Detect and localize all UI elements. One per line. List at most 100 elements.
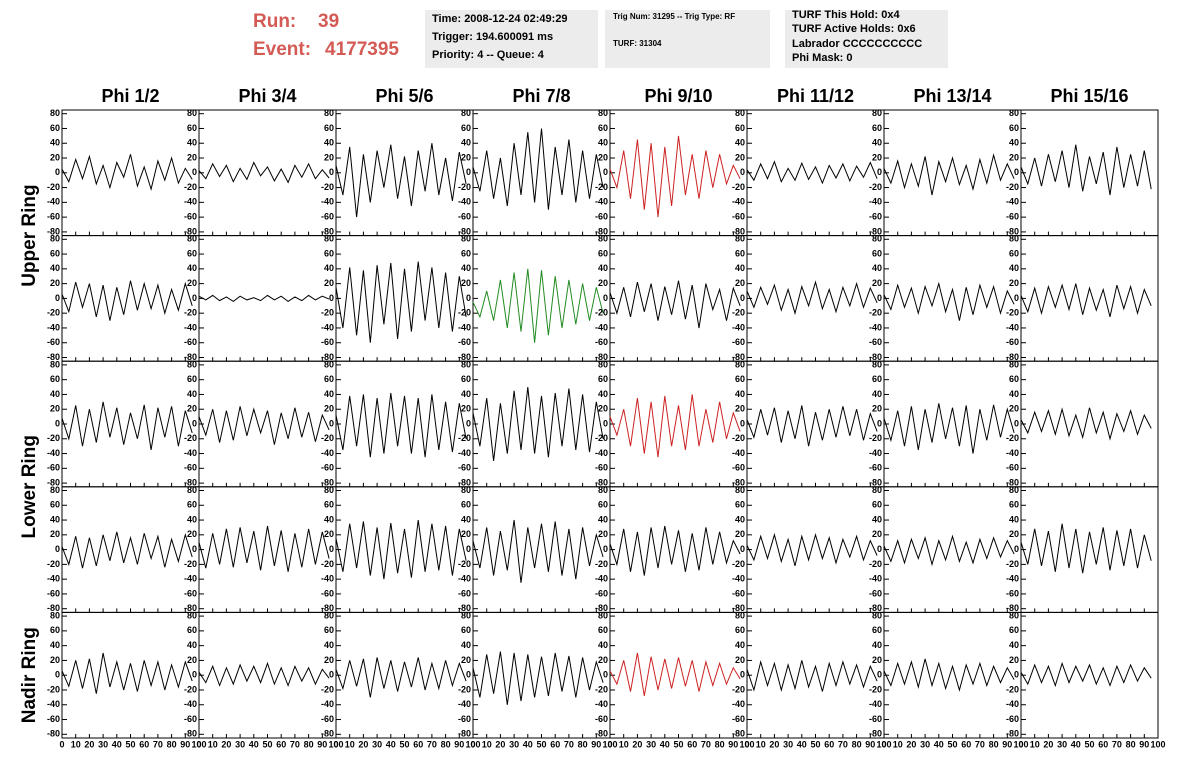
y-tick-label: -60 — [458, 463, 471, 473]
x-tick-label: 90 — [1139, 739, 1149, 749]
info-text: Phi Mask: 0 — [792, 52, 853, 64]
x-tick-label: 90 — [865, 739, 875, 749]
x-tick-label: 40 — [797, 739, 807, 749]
x-tick-label: 70 — [1112, 739, 1122, 749]
y-tick-label: -40 — [869, 699, 882, 709]
y-tick-label: 60 — [1009, 625, 1019, 635]
x-tick-label: 0 — [59, 739, 64, 749]
y-tick-label: 80 — [50, 610, 60, 620]
x-tick-label: 10 — [345, 739, 355, 749]
y-tick-label: -60 — [47, 714, 60, 724]
y-tick-label: -20 — [321, 182, 334, 192]
y-tick-label: -60 — [184, 212, 197, 222]
y-tick-label: -20 — [1006, 559, 1019, 569]
y-tick-label: -20 — [1006, 308, 1019, 318]
x-tick-label: 60 — [961, 739, 971, 749]
y-tick-label: 80 — [1009, 108, 1019, 118]
event-number: 4177395 — [325, 39, 399, 60]
y-tick-label: -20 — [47, 182, 60, 192]
y-tick-label: 20 — [324, 529, 334, 539]
y-tick-label: 40 — [187, 514, 197, 524]
y-tick-label: -20 — [47, 308, 60, 318]
y-tick-label: -80 — [869, 729, 882, 739]
y-tick-label: 0 — [877, 293, 882, 303]
y-tick-label: -80 — [458, 603, 471, 613]
y-tick-label: 80 — [324, 485, 334, 495]
x-tick-label: 100 — [602, 739, 617, 749]
y-tick-label: -20 — [732, 433, 745, 443]
y-tick-label: -40 — [47, 197, 60, 207]
y-tick-label: -40 — [732, 699, 745, 709]
y-tick-label: -60 — [869, 337, 882, 347]
x-tick-label: 100 — [739, 739, 754, 749]
waveform — [883, 534, 1015, 567]
panel-frame — [883, 235, 1022, 362]
y-tick-label: 20 — [324, 404, 334, 414]
y-tick-label: -60 — [321, 463, 334, 473]
y-tick-label: 0 — [877, 670, 882, 680]
y-tick-label: 80 — [598, 108, 608, 118]
x-tick-label: 60 — [550, 739, 560, 749]
y-tick-label: 60 — [324, 123, 334, 133]
x-tick-label: 80 — [304, 739, 314, 749]
run-label: Run: — [253, 11, 296, 32]
waveform — [198, 661, 330, 687]
y-tick-label: -40 — [869, 574, 882, 584]
x-tick-label: 10 — [893, 739, 903, 749]
y-tick-label: 80 — [872, 108, 882, 118]
y-tick-label: 40 — [1009, 514, 1019, 524]
y-tick-label: -40 — [732, 574, 745, 584]
y-tick-label: 0 — [55, 167, 60, 177]
y-tick-label: 20 — [187, 152, 197, 162]
y-tick-label: -20 — [458, 684, 471, 694]
panel-frame — [746, 109, 885, 237]
waveform — [335, 519, 467, 580]
panel-frame — [609, 235, 748, 362]
waveform — [61, 652, 193, 694]
waveform — [883, 658, 1015, 692]
y-tick-label: -20 — [1006, 684, 1019, 694]
y-tick-label: 60 — [872, 248, 882, 258]
y-tick-label: 60 — [461, 625, 471, 635]
waveform — [746, 659, 878, 692]
y-tick-label: 0 — [55, 670, 60, 680]
y-tick-label: 20 — [1009, 152, 1019, 162]
y-tick-label: 80 — [1009, 234, 1019, 244]
y-tick-label: 60 — [461, 500, 471, 510]
y-tick-label: 40 — [50, 263, 60, 273]
y-tick-label: -20 — [595, 684, 608, 694]
y-tick-label: -20 — [184, 559, 197, 569]
x-tick-label: 100 — [876, 739, 891, 749]
y-tick-label: 0 — [740, 418, 745, 428]
waveform — [335, 261, 467, 343]
y-tick-label: 20 — [324, 152, 334, 162]
x-tick-label: 50 — [947, 739, 957, 749]
column-label: Phi 15/16 — [1050, 86, 1128, 106]
y-tick-label: 0 — [55, 544, 60, 554]
x-tick-label: 20 — [495, 739, 505, 749]
y-tick-label: 40 — [735, 640, 745, 650]
y-tick-label: -60 — [458, 337, 471, 347]
y-tick-label: 60 — [461, 123, 471, 133]
y-tick-label: -60 — [1006, 337, 1019, 347]
waveform — [472, 651, 604, 705]
y-tick-label: -40 — [47, 322, 60, 332]
x-tick-label: 50 — [673, 739, 683, 749]
y-tick-label: -20 — [869, 684, 882, 694]
event-label: Event: — [253, 39, 311, 60]
panel-frame — [198, 109, 337, 237]
y-tick-label: 0 — [329, 293, 334, 303]
x-tick-label: 90 — [1002, 739, 1012, 749]
panel-frame — [61, 360, 200, 488]
y-tick-label: -40 — [869, 197, 882, 207]
x-tick-label: 70 — [153, 739, 163, 749]
y-tick-label: -80 — [1006, 603, 1019, 613]
y-tick-label: -80 — [184, 477, 197, 487]
waveform — [472, 387, 604, 461]
y-tick-label: -80 — [458, 729, 471, 739]
y-tick-label: 20 — [872, 278, 882, 288]
y-tick-label: -20 — [321, 433, 334, 443]
waveform — [61, 531, 193, 569]
y-tick-label: -20 — [184, 684, 197, 694]
y-tick-label: 60 — [872, 500, 882, 510]
